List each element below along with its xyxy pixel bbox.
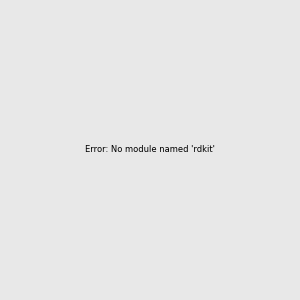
Text: Error: No module named 'rdkit': Error: No module named 'rdkit' bbox=[85, 146, 215, 154]
